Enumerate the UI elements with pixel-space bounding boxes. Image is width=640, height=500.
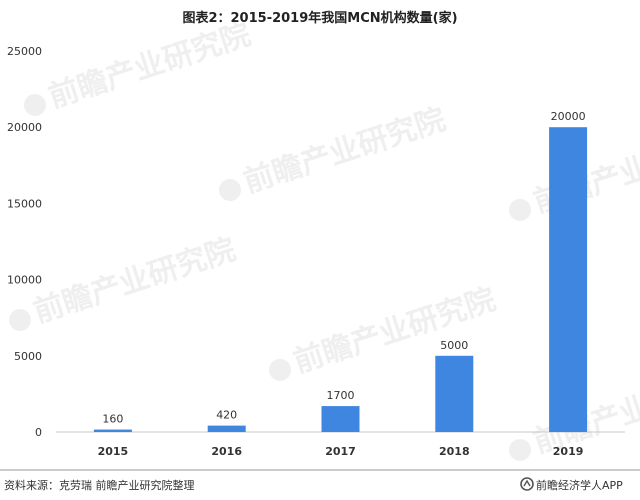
watermark-1: 前瞻产业研究院 [24,17,255,116]
brand-logo-icon [520,477,534,491]
y-tick-label: 20000 [7,121,42,134]
y-tick-label: 0 [35,426,42,439]
x-tick-label-2015: 2015 [98,445,129,458]
watermark-text-4: 前瞻产业研究院 [29,232,240,330]
data-label-2018: 5000 [440,339,468,352]
y-axis-tick-labels: 0 5000 10000 15000 20000 25000 [7,45,42,439]
brand-text: 前瞻经济学人APP [536,478,623,492]
bar-2015 [93,429,132,432]
data-labels-group: 160 420 1700 5000 20000 [102,110,585,425]
watermark-text-1: 前瞻产业研究院 [44,17,255,115]
x-tick-label-2017: 2017 [325,445,356,458]
data-label-2016: 420 [216,409,237,422]
x-tick-label-2019: 2019 [553,445,584,458]
watermark-2: 前瞻产业研究院 [219,102,450,201]
bar-2019 [549,127,588,432]
data-label-2015: 160 [102,413,123,426]
watermark-text-2: 前瞻产业研究院 [239,102,450,200]
chart-title: 图表2：2015-2019年我国MCN机构数量(家) [182,10,457,26]
y-tick-label: 10000 [7,274,42,287]
y-tick-label: 15000 [7,197,42,210]
bar-2016 [207,425,246,432]
bar-2018 [435,355,474,432]
bar-2017 [321,406,360,432]
data-label-2019: 20000 [551,110,586,123]
source-text: 资料来源：克劳瑞 前瞻产业研究院整理 [4,478,195,492]
x-tick-label-2016: 2016 [211,445,242,458]
watermark-group: 前瞻产业研究院 前瞻产业研究院 前瞻产业研究院 前瞻产业研究院 前瞻产业研究院 … [9,17,640,461]
brand-group: 前瞻经济学人APP [520,477,623,492]
data-label-2017: 1700 [327,389,355,402]
x-axis-tick-labels: 2015 2016 2017 2018 2019 [98,445,584,458]
y-tick-label: 5000 [14,350,42,363]
y-tick-label: 25000 [7,45,42,58]
bars-group [93,127,588,432]
x-tick-label-2018: 2018 [439,445,470,458]
